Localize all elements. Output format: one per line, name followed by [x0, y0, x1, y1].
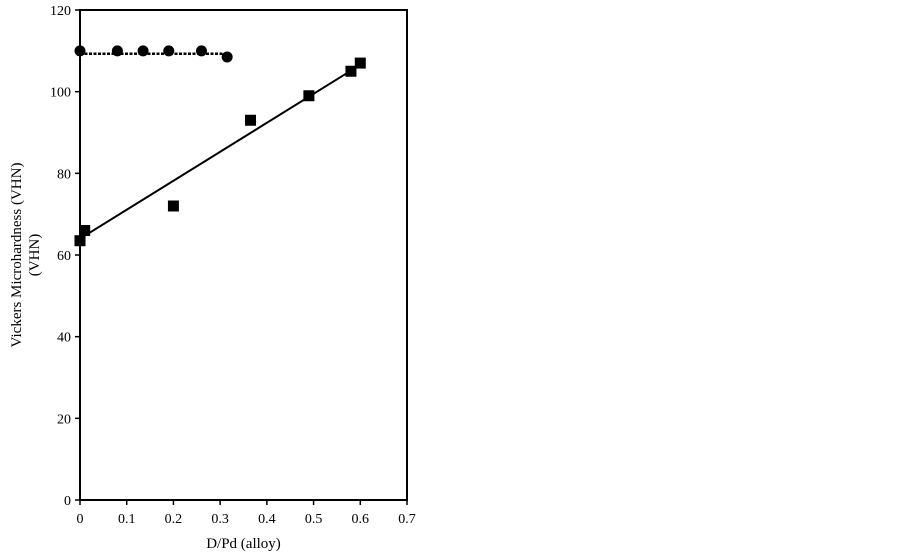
data-point-square — [245, 114, 257, 126]
data-point-circle — [74, 45, 86, 57]
x-tick-label: 0.3 — [211, 512, 229, 527]
data-point-square — [354, 57, 366, 69]
y-tick-label: 40 — [57, 331, 71, 346]
y-axis-title: Vickers Microhardness (VHN) (VHN) — [9, 163, 43, 348]
data-point-square — [167, 200, 179, 212]
y-axis-title-line-2: (VHN) — [27, 234, 43, 277]
data-point-circle — [111, 45, 123, 57]
y-tick-label: 120 — [50, 4, 71, 19]
x-tick-label: 0.5 — [305, 512, 323, 527]
x-tick-label: 0 — [77, 512, 84, 527]
x-tick-label: 0.1 — [118, 512, 136, 527]
y-axis-title-line-1: Vickers Microhardness (VHN) — [9, 163, 25, 348]
y-tick-label: 80 — [57, 167, 71, 182]
data-points — [74, 45, 366, 247]
data-point-square — [345, 65, 357, 77]
fit-lines — [79, 52, 354, 240]
x-tick-label: 0.4 — [258, 512, 276, 527]
data-point-circle — [195, 45, 207, 57]
plot-area — [79, 9, 408, 501]
y-tick-label: 100 — [50, 86, 71, 101]
plot-frame — [79, 9, 408, 501]
y-tick-label: 60 — [57, 249, 71, 264]
x-axis: 0 0.1 0.2 0.3 0.4 0.5 0.6 0.7 — [77, 500, 416, 527]
data-point-circle — [163, 45, 175, 57]
data-point-square — [74, 235, 86, 247]
data-point-circle — [137, 45, 149, 57]
data-point-square — [303, 90, 315, 102]
data-point-square — [79, 225, 91, 236]
x-tick-label: 0.2 — [165, 512, 183, 527]
y-tick-label: 20 — [57, 412, 71, 427]
x-tick-label: 0.7 — [398, 512, 416, 527]
data-point-circle — [221, 51, 233, 63]
x-axis-title: D/Pd (alloy) — [206, 536, 281, 552]
y-tick-label: 0 — [64, 494, 71, 509]
y-axis: 0 20 40 60 80 100 120 — [50, 4, 80, 509]
x-tick-label: 0.6 — [352, 512, 370, 527]
